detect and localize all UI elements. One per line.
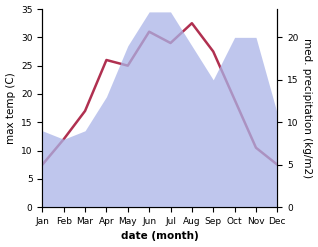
X-axis label: date (month): date (month) [121, 231, 199, 242]
Y-axis label: med. precipitation (kg/m2): med. precipitation (kg/m2) [302, 38, 313, 178]
Y-axis label: max temp (C): max temp (C) [5, 72, 16, 144]
